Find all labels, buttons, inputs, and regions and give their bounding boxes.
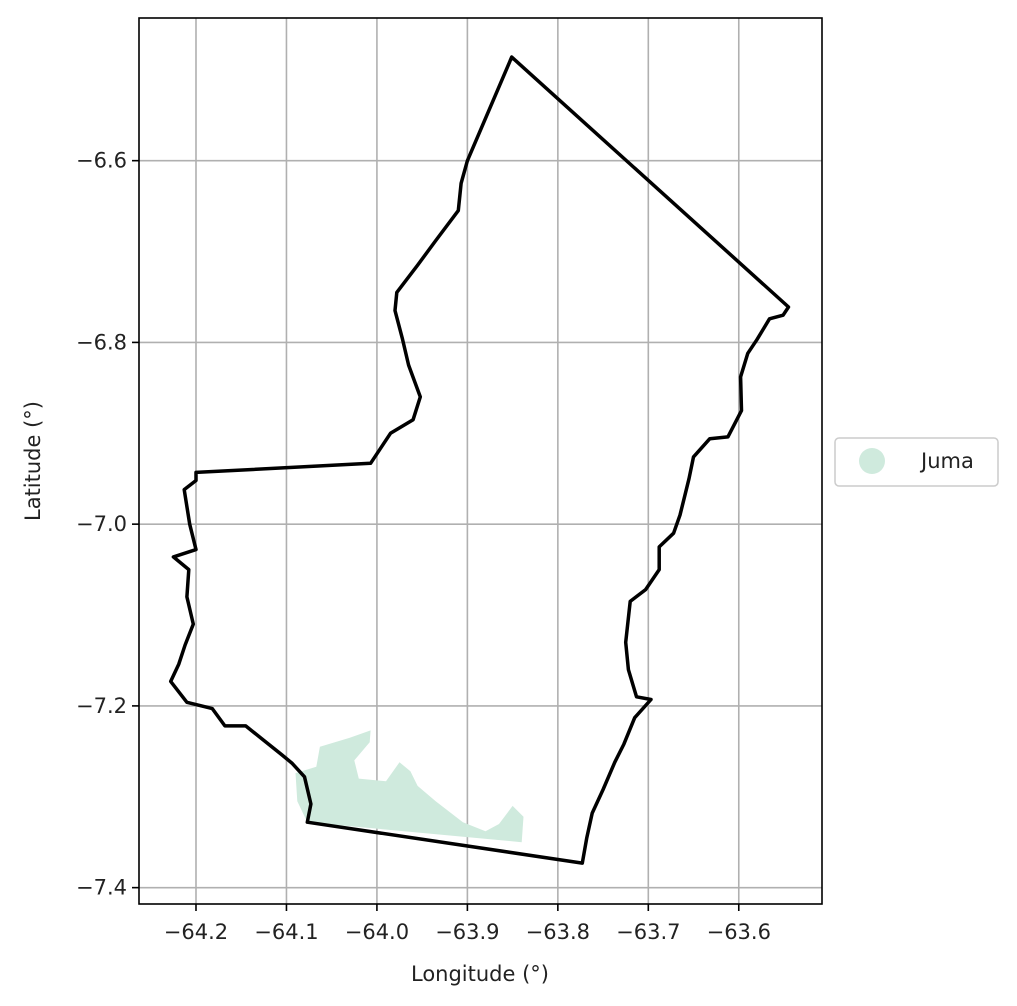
y-tick-label: −7.4 <box>76 876 127 900</box>
x-tick-label: −63.7 <box>616 920 680 944</box>
legend: Juma <box>835 438 998 486</box>
y-tick-label: −7.0 <box>76 512 127 536</box>
x-tick-label: −64.2 <box>164 920 228 944</box>
x-tick-label: −64.0 <box>345 920 409 944</box>
y-tick-label: −6.8 <box>76 330 127 354</box>
y-tick-label: −7.2 <box>76 694 127 718</box>
x-tick-label: −64.1 <box>254 920 318 944</box>
y-tick-label: −6.6 <box>76 149 127 173</box>
x-tick-label: −63.9 <box>435 920 499 944</box>
x-tick-label: −63.6 <box>707 920 771 944</box>
y-axis-label: Latitude (°) <box>21 401 45 521</box>
legend-marker-juma <box>859 448 885 474</box>
x-tick-label: −63.8 <box>526 920 590 944</box>
x-axis-label: Longitude (°) <box>411 962 549 986</box>
legend-label-juma: Juma <box>919 449 974 473</box>
